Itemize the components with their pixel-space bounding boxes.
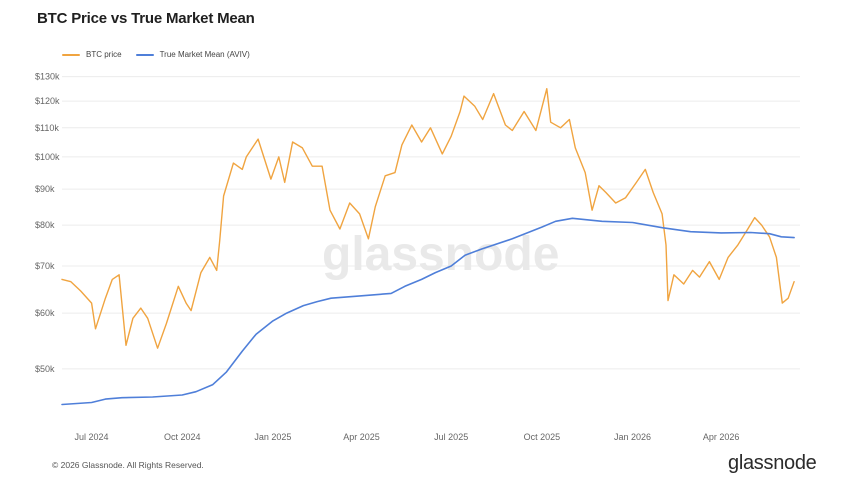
glassnode-logo: glassnode: [728, 452, 817, 474]
x-tick-label: Oct 2025: [524, 432, 561, 442]
legend-swatch-btc-price: [62, 53, 80, 56]
x-tick-label: Jan 2025: [254, 432, 291, 442]
legend-label-btc-price: BTC price: [86, 50, 122, 59]
legend-item-true-market-mean[interactable]: True Market Mean (AVIV): [135, 50, 250, 59]
x-tick-label: Oct 2024: [164, 432, 201, 442]
legend-swatch-true-market-mean: [135, 53, 154, 56]
y-tick-label: $80k: [35, 220, 55, 230]
y-tick-label: $120k: [35, 96, 60, 106]
x-axis: Jul 2024 Oct 2024 Jan 2025 Apr 2025 Jul 2025…: [75, 432, 740, 442]
x-tick-label: Apr 2025: [343, 432, 380, 442]
legend-item-btc-price[interactable]: BTC price: [62, 50, 122, 59]
grid: [62, 76, 800, 370]
series-line-true-market-mean[interactable]: [61, 217, 795, 406]
watermark: glassnode: [322, 228, 559, 281]
chart-title: BTC Price vs True Market Mean: [37, 10, 255, 27]
x-tick-label: Jul 2024: [75, 432, 109, 442]
x-tick-label: Jan 2026: [614, 432, 651, 442]
series-layer: [61, 88, 795, 406]
y-tick-label: $70k: [35, 261, 55, 271]
x-tick-label: Apr 2026: [703, 432, 740, 442]
y-tick-label: $60k: [35, 308, 55, 318]
copyright-footer: © 2026 Glassnode. All Rights Reserved.: [52, 460, 204, 470]
y-tick-label: $100k: [35, 152, 60, 162]
y-axis: $50k $60k $70k $80k $90k $100k $110k $120k $130k: [35, 72, 60, 374]
legend-label-true-market-mean: True Market Mean (AVIV): [159, 50, 250, 59]
series-line-btc-price[interactable]: [61, 88, 795, 349]
y-tick-label: $110k: [35, 123, 59, 133]
chart-legend: BTC price True Market Mean (AVIV): [62, 50, 264, 59]
y-tick-label: $50k: [35, 364, 55, 374]
x-tick-label: Jul 2025: [434, 432, 468, 442]
y-tick-label: $130k: [35, 72, 60, 82]
y-tick-label: $90k: [35, 184, 55, 194]
